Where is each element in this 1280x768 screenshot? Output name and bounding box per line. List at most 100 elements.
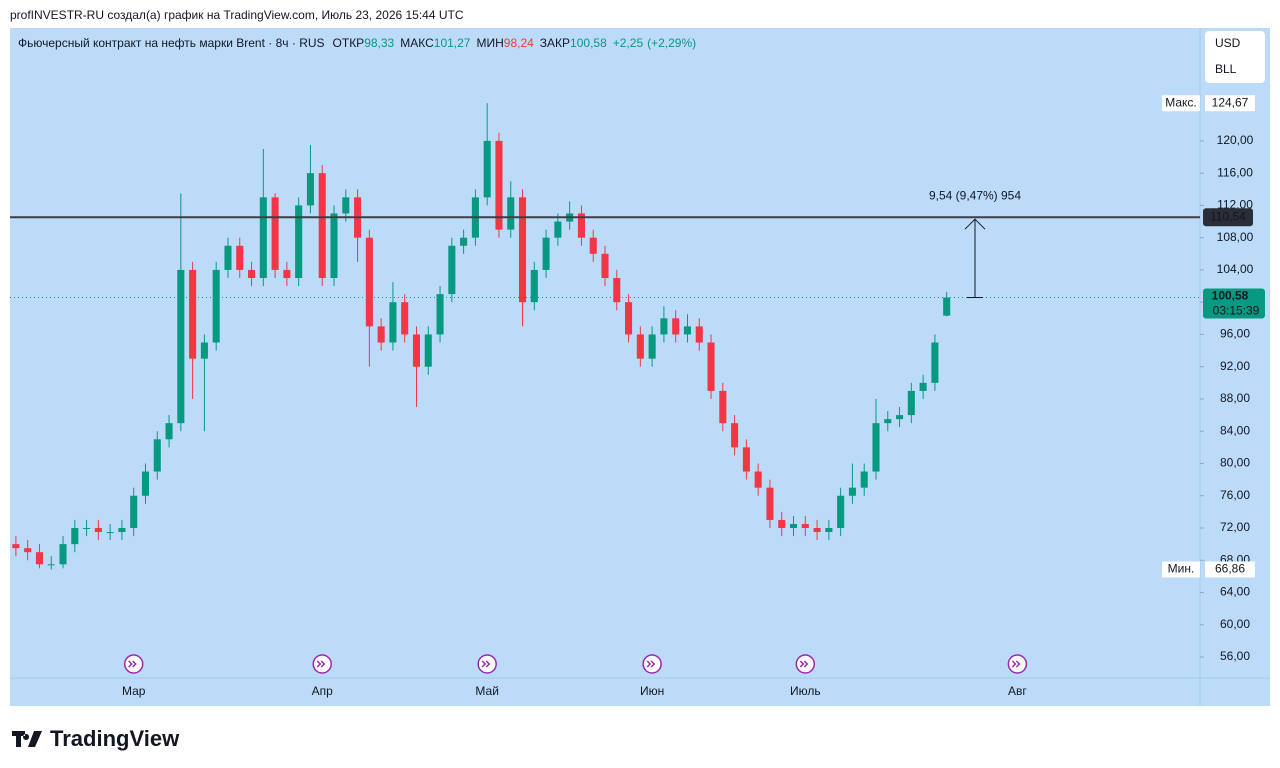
event-icon-arrow bbox=[1011, 660, 1021, 668]
y-tick-label: 84,00 bbox=[1220, 423, 1250, 437]
legend-title: Фьючерсный контракт на нефть марки Brent… bbox=[18, 36, 325, 50]
candle-body bbox=[106, 532, 114, 534]
header: profINVESTR-RU создал(а) график на Tradi… bbox=[10, 8, 464, 22]
last-price-box bbox=[1203, 288, 1265, 319]
candle-body bbox=[601, 253, 609, 278]
event-icon bbox=[123, 654, 144, 674]
candle-body bbox=[518, 197, 527, 303]
candle-body bbox=[943, 297, 951, 316]
legend-value: 101,27 bbox=[434, 36, 471, 50]
last-price-label: 100,58 bbox=[1212, 289, 1249, 303]
candle-body bbox=[283, 269, 291, 278]
event-icon-arrow bbox=[481, 660, 491, 668]
y-tick-label: 60,00 bbox=[1220, 617, 1250, 631]
event-icon bbox=[642, 654, 662, 674]
candle-body bbox=[825, 528, 833, 533]
candle-body bbox=[625, 302, 633, 335]
candle-body bbox=[613, 278, 621, 303]
x-tick-label: Июль bbox=[790, 684, 821, 698]
y-tick-label: 88,00 bbox=[1220, 391, 1250, 405]
min-name-box bbox=[1162, 561, 1200, 578]
candle-body bbox=[389, 302, 397, 343]
level-label-box bbox=[1203, 208, 1253, 227]
countdown: 03:15:39 bbox=[1213, 304, 1260, 318]
candle-body bbox=[589, 237, 597, 254]
candle-body bbox=[24, 548, 32, 553]
candle-body bbox=[224, 245, 232, 270]
event-icon-arrow bbox=[128, 660, 137, 668]
candle-body bbox=[271, 197, 279, 270]
max-value-box bbox=[1205, 95, 1255, 112]
candle-body bbox=[872, 423, 880, 472]
candle-body bbox=[719, 390, 727, 424]
candle-body bbox=[318, 173, 326, 278]
candle-body bbox=[495, 140, 503, 230]
level-label: 110,54 bbox=[1210, 209, 1246, 223]
min-name: Мин. bbox=[1168, 562, 1195, 576]
candle-body bbox=[141, 471, 150, 496]
candle-body bbox=[259, 197, 267, 278]
plot: Фьючерсный контракт на нефть марки Brent… bbox=[10, 36, 1265, 698]
candle-body bbox=[660, 318, 668, 335]
legend-value: 100,58 bbox=[570, 36, 607, 50]
y-tick-label: 116,00 bbox=[1217, 165, 1253, 179]
y-tick-label: 76,00 bbox=[1220, 488, 1250, 502]
x-tick-label: Июн bbox=[640, 684, 664, 698]
event-icon bbox=[312, 654, 332, 674]
candle-body bbox=[153, 439, 161, 472]
candle-body bbox=[354, 197, 362, 238]
legend: Фьючерсный контракт на нефть марки Brent… bbox=[18, 36, 696, 50]
candle-body bbox=[47, 564, 55, 566]
currency: USD bbox=[1215, 36, 1241, 50]
x-tick-label: Апр bbox=[312, 684, 334, 698]
candle-body bbox=[778, 519, 786, 528]
min-value: 66,86 bbox=[1215, 562, 1245, 576]
y-tick-label: 120,00 bbox=[1217, 133, 1254, 147]
event-icon bbox=[795, 654, 816, 674]
candle-body bbox=[554, 221, 562, 238]
candle-body bbox=[766, 487, 774, 520]
x-tick-label: Авг bbox=[1008, 684, 1027, 698]
max-name-box bbox=[1162, 95, 1200, 112]
candle-body bbox=[801, 523, 809, 528]
candle-body bbox=[130, 495, 138, 528]
candle-body bbox=[648, 334, 656, 359]
candle-body bbox=[448, 245, 456, 295]
candle-body bbox=[306, 173, 314, 206]
candle-body bbox=[707, 342, 715, 391]
candle-body bbox=[813, 528, 821, 533]
candle-body bbox=[177, 269, 185, 424]
candle-body bbox=[884, 419, 892, 424]
measure-label: 9,54 (9,47%) 954 bbox=[929, 188, 1021, 202]
currency-box[interactable] bbox=[1205, 31, 1265, 83]
candle-body bbox=[742, 447, 750, 472]
candle-body bbox=[118, 528, 126, 533]
currency: BLL bbox=[1215, 62, 1237, 76]
candle-body bbox=[189, 269, 197, 359]
y-tick-label: 100,00 bbox=[1217, 294, 1254, 308]
candle-body bbox=[754, 471, 762, 488]
chart-background bbox=[10, 28, 1270, 706]
y-tick-label: 64,00 bbox=[1220, 585, 1250, 599]
candle-body bbox=[295, 205, 303, 278]
candle-body bbox=[860, 471, 868, 488]
candle-body bbox=[919, 382, 927, 391]
candle-body bbox=[471, 197, 479, 238]
legend-key: МИН bbox=[476, 36, 503, 50]
candle-body bbox=[165, 423, 173, 440]
event-icon-arrow bbox=[799, 660, 809, 668]
candle-body bbox=[94, 528, 102, 533]
candle-body bbox=[424, 334, 432, 367]
candle-body bbox=[931, 342, 939, 383]
candle-body bbox=[436, 294, 444, 335]
candle-body bbox=[401, 302, 409, 335]
candle-body bbox=[789, 523, 798, 528]
y-tick-label: 96,00 bbox=[1220, 327, 1250, 341]
candle-body bbox=[683, 326, 692, 335]
y-tick-label: 56,00 bbox=[1220, 649, 1250, 663]
candle-body bbox=[542, 237, 550, 270]
y-tick-label: 72,00 bbox=[1220, 520, 1250, 534]
x-tick-label: Мар bbox=[122, 684, 146, 698]
